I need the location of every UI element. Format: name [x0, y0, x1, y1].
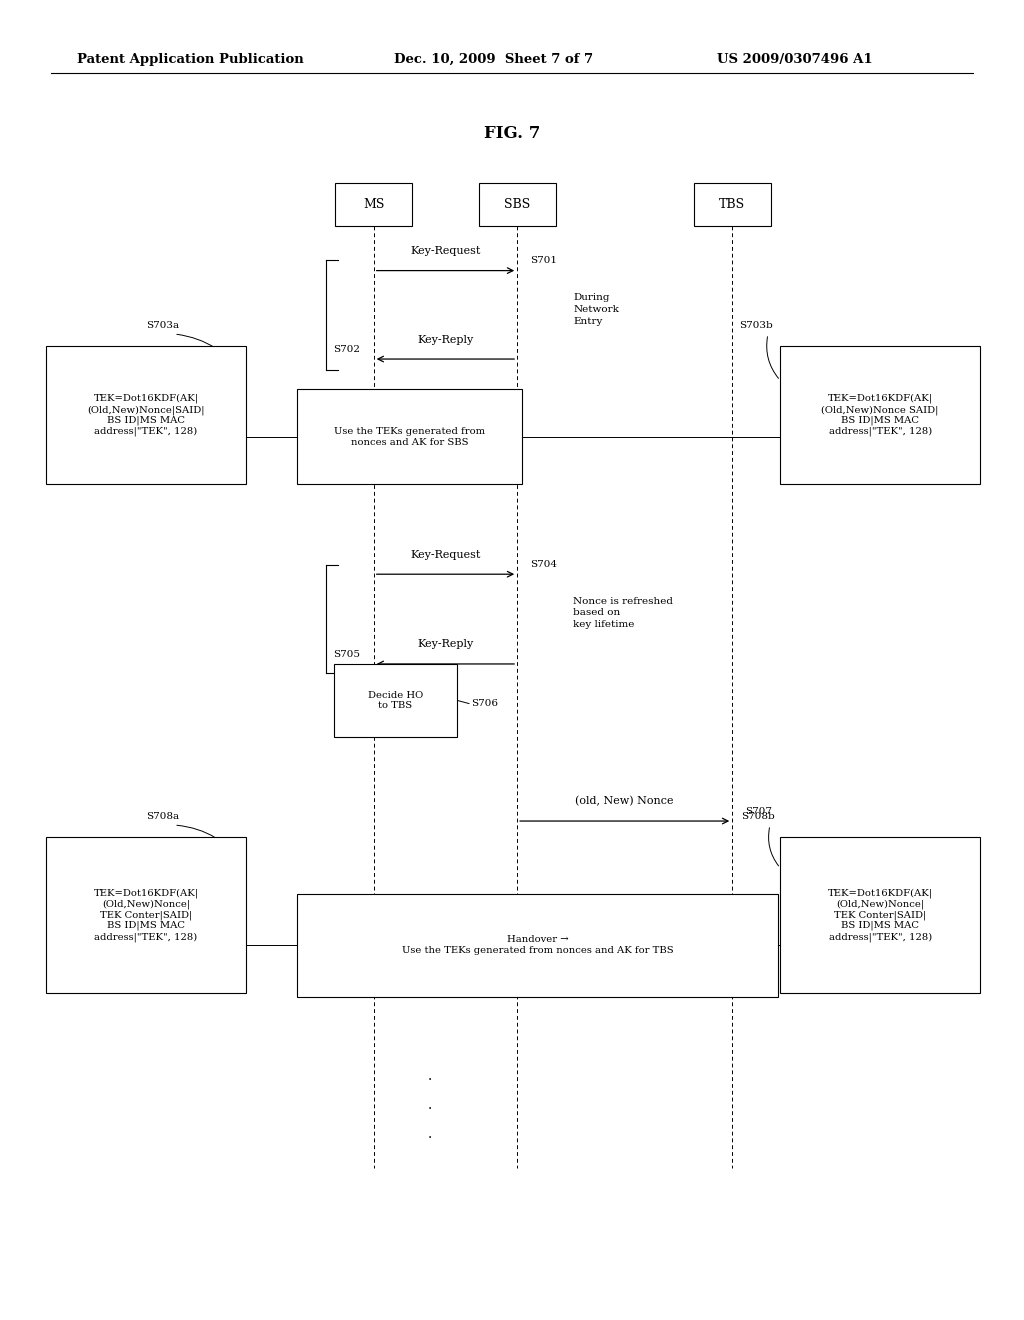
- Text: US 2009/0307496 A1: US 2009/0307496 A1: [717, 53, 872, 66]
- Text: TBS: TBS: [719, 198, 745, 211]
- Text: MS: MS: [364, 198, 384, 211]
- Text: S708b: S708b: [741, 812, 775, 821]
- Text: .: .: [428, 1069, 432, 1082]
- Text: .: .: [428, 1127, 432, 1140]
- Text: SBS: SBS: [504, 198, 530, 211]
- Text: Patent Application Publication: Patent Application Publication: [77, 53, 303, 66]
- Text: Use the TEKs generated from
nonces and AK for SBS: Use the TEKs generated from nonces and A…: [334, 428, 485, 446]
- Text: .: .: [428, 1098, 432, 1111]
- Text: (old, New) Nonce: (old, New) Nonce: [575, 796, 674, 807]
- Text: S705: S705: [334, 649, 360, 659]
- Text: Nonce is refreshed
based on
key lifetime: Nonce is refreshed based on key lifetime: [573, 597, 674, 630]
- Text: During
Network
Entry: During Network Entry: [573, 293, 620, 326]
- Text: FIG. 7: FIG. 7: [483, 125, 541, 143]
- Text: S706: S706: [471, 700, 498, 708]
- Text: S701: S701: [530, 256, 557, 265]
- FancyBboxPatch shape: [297, 389, 522, 484]
- Text: Dec. 10, 2009  Sheet 7 of 7: Dec. 10, 2009 Sheet 7 of 7: [394, 53, 593, 66]
- Text: TEK=Dot16KDF(AK|
(Old,New)Nonce|
TEK Conter|SAID|
BS ID|MS MAC
address|"TEK", 12: TEK=Dot16KDF(AK| (Old,New)Nonce| TEK Con…: [827, 888, 933, 941]
- FancyBboxPatch shape: [46, 346, 246, 484]
- Text: Key-Reply: Key-Reply: [418, 639, 473, 649]
- Text: Key-Request: Key-Request: [411, 549, 480, 560]
- Text: TEK=Dot16KDF(AK|
(Old,New)Nonce SAID|
BS ID|MS MAC
address|"TEK", 128): TEK=Dot16KDF(AK| (Old,New)Nonce SAID| BS…: [821, 393, 939, 437]
- FancyBboxPatch shape: [336, 183, 412, 226]
- Text: S708a: S708a: [146, 812, 179, 821]
- Text: Decide HO
to TBS: Decide HO to TBS: [368, 690, 423, 710]
- FancyBboxPatch shape: [694, 183, 770, 226]
- FancyBboxPatch shape: [297, 894, 778, 997]
- Text: Handover →
Use the TEKs generated from nonces and AK for TBS: Handover → Use the TEKs generated from n…: [401, 936, 674, 954]
- FancyBboxPatch shape: [334, 664, 457, 737]
- Text: S707: S707: [745, 807, 772, 816]
- FancyBboxPatch shape: [46, 837, 246, 993]
- Text: S703a: S703a: [146, 321, 179, 330]
- Text: S703b: S703b: [739, 321, 773, 330]
- Text: Key-Request: Key-Request: [411, 246, 480, 256]
- Text: Key-Reply: Key-Reply: [418, 334, 473, 345]
- Text: S704: S704: [530, 560, 557, 569]
- FancyBboxPatch shape: [780, 837, 980, 993]
- Text: TEK=Dot16KDF(AK|
(Old,New)Nonce|
TEK Conter|SAID|
BS ID|MS MAC
address|"TEK", 12: TEK=Dot16KDF(AK| (Old,New)Nonce| TEK Con…: [93, 888, 199, 941]
- FancyBboxPatch shape: [479, 183, 555, 226]
- Text: TEK=Dot16KDF(AK|
(Old,New)Nonce|SAID|
BS ID|MS MAC
address|"TEK", 128): TEK=Dot16KDF(AK| (Old,New)Nonce|SAID| BS…: [87, 393, 205, 437]
- FancyBboxPatch shape: [780, 346, 980, 484]
- Text: S702: S702: [334, 345, 360, 354]
